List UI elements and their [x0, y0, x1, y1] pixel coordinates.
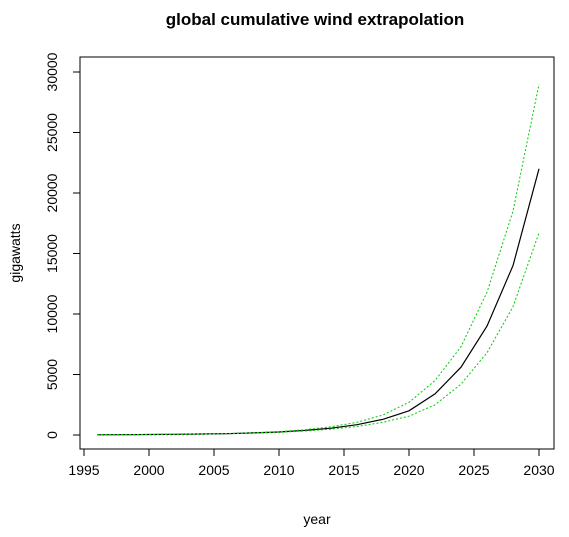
chart-title: global cumulative wind extrapolation — [166, 10, 465, 29]
y-tick-label: 20000 — [44, 173, 60, 212]
series-layer — [96, 83, 540, 436]
x-tick-label: 2030 — [523, 462, 554, 478]
series-line-estimate — [96, 168, 540, 436]
y-tick-label: 15000 — [44, 234, 60, 273]
x-axis: 1995 2000 2005 2010 2015 2020 2025 2030 — [68, 448, 555, 478]
y-tick-label: 30000 — [44, 52, 60, 91]
y-tick-label: 0 — [44, 431, 60, 439]
y-axis-label: gigawatts — [7, 223, 23, 282]
y-axis: 0 5000 10000 15000 20000 25000 30000 — [44, 52, 81, 439]
y-tick-label: 25000 — [44, 113, 60, 152]
plot-frame — [79, 56, 555, 450]
x-tick-label: 2025 — [458, 462, 489, 478]
series-line-lower — [96, 232, 540, 436]
series-line-upper — [96, 83, 540, 436]
x-tick-label: 2010 — [263, 462, 294, 478]
x-tick-label: 1995 — [68, 462, 99, 478]
y-tick-label: 10000 — [44, 294, 60, 333]
x-tick-label: 2000 — [133, 462, 164, 478]
x-tick-label: 2020 — [393, 462, 424, 478]
x-tick-label: 2005 — [198, 462, 229, 478]
x-axis-label: year — [303, 511, 331, 527]
y-tick-label: 5000 — [44, 359, 60, 390]
x-tick-label: 2015 — [328, 462, 359, 478]
